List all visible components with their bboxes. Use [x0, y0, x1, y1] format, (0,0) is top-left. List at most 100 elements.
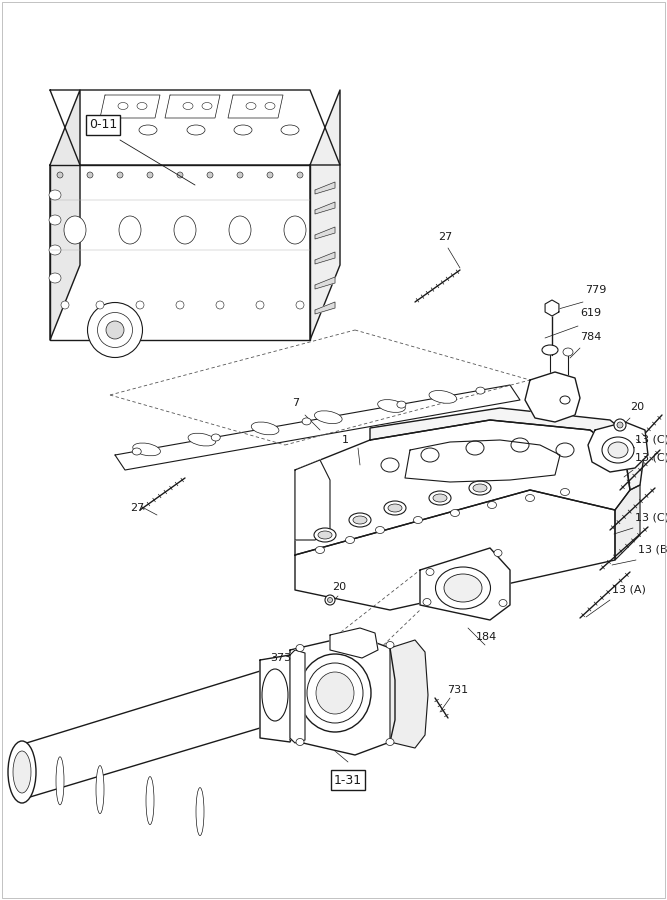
Ellipse shape	[466, 441, 484, 455]
Ellipse shape	[315, 546, 325, 554]
Ellipse shape	[414, 517, 422, 524]
Polygon shape	[615, 485, 640, 560]
Ellipse shape	[325, 595, 335, 605]
Ellipse shape	[117, 172, 123, 178]
Polygon shape	[390, 640, 428, 748]
Polygon shape	[295, 420, 630, 555]
Ellipse shape	[49, 190, 61, 200]
Polygon shape	[330, 628, 378, 658]
Text: 619: 619	[580, 308, 601, 318]
Ellipse shape	[96, 766, 104, 814]
Ellipse shape	[57, 172, 63, 178]
Ellipse shape	[267, 172, 273, 178]
Ellipse shape	[296, 739, 304, 745]
Ellipse shape	[8, 741, 36, 803]
Polygon shape	[315, 252, 335, 264]
Ellipse shape	[614, 419, 626, 431]
Ellipse shape	[296, 644, 304, 652]
Ellipse shape	[388, 504, 402, 512]
Text: 7: 7	[292, 398, 299, 408]
Ellipse shape	[560, 489, 570, 496]
Text: 13 (A): 13 (A)	[612, 585, 646, 595]
Ellipse shape	[602, 437, 634, 463]
Ellipse shape	[327, 598, 333, 602]
Ellipse shape	[499, 599, 507, 607]
Ellipse shape	[96, 301, 104, 309]
Ellipse shape	[429, 491, 451, 505]
Text: 0-11: 0-11	[89, 119, 117, 131]
Ellipse shape	[494, 550, 502, 556]
Ellipse shape	[426, 569, 434, 575]
Ellipse shape	[106, 321, 124, 339]
Polygon shape	[290, 650, 305, 743]
Ellipse shape	[174, 216, 196, 244]
Ellipse shape	[177, 172, 183, 178]
Polygon shape	[165, 95, 220, 118]
Ellipse shape	[136, 301, 144, 309]
Text: 784: 784	[580, 332, 602, 342]
Ellipse shape	[381, 458, 399, 472]
Polygon shape	[260, 655, 295, 742]
Ellipse shape	[216, 301, 224, 309]
Ellipse shape	[183, 103, 193, 110]
Ellipse shape	[146, 777, 154, 824]
Ellipse shape	[423, 598, 431, 606]
Ellipse shape	[314, 410, 342, 424]
Ellipse shape	[444, 574, 482, 602]
Ellipse shape	[64, 216, 86, 244]
Text: 13 (C): 13 (C)	[635, 453, 667, 463]
Ellipse shape	[296, 301, 304, 309]
Polygon shape	[525, 372, 580, 422]
Ellipse shape	[384, 501, 406, 515]
Text: 1: 1	[342, 435, 349, 445]
Ellipse shape	[526, 494, 534, 501]
Ellipse shape	[237, 172, 243, 178]
Ellipse shape	[314, 528, 336, 542]
Text: 184: 184	[476, 632, 498, 642]
Text: 1-31: 1-31	[334, 773, 362, 787]
Ellipse shape	[429, 391, 457, 403]
Polygon shape	[50, 165, 310, 340]
Ellipse shape	[229, 216, 251, 244]
Ellipse shape	[281, 125, 299, 135]
Ellipse shape	[469, 481, 491, 495]
Polygon shape	[315, 227, 335, 239]
Ellipse shape	[251, 422, 279, 435]
Polygon shape	[588, 422, 648, 472]
Polygon shape	[295, 490, 615, 610]
Polygon shape	[420, 548, 510, 620]
Ellipse shape	[488, 501, 496, 508]
Text: 13 (B): 13 (B)	[638, 545, 667, 555]
Text: 20: 20	[332, 582, 346, 592]
Polygon shape	[100, 95, 160, 118]
Polygon shape	[115, 385, 520, 470]
Ellipse shape	[349, 513, 371, 527]
Ellipse shape	[302, 418, 311, 425]
Ellipse shape	[378, 400, 406, 412]
Text: 373: 373	[270, 653, 291, 663]
Ellipse shape	[265, 103, 275, 110]
Ellipse shape	[87, 302, 143, 357]
Polygon shape	[290, 635, 395, 755]
Ellipse shape	[176, 301, 184, 309]
Ellipse shape	[397, 401, 406, 408]
Ellipse shape	[132, 448, 141, 455]
Ellipse shape	[49, 245, 61, 255]
Ellipse shape	[56, 757, 64, 805]
Ellipse shape	[119, 216, 141, 244]
Ellipse shape	[196, 788, 204, 835]
Ellipse shape	[147, 172, 153, 178]
Ellipse shape	[87, 172, 93, 178]
Ellipse shape	[97, 312, 133, 347]
Ellipse shape	[256, 301, 264, 309]
Ellipse shape	[94, 125, 112, 135]
Ellipse shape	[608, 442, 628, 458]
Ellipse shape	[421, 448, 439, 462]
Ellipse shape	[202, 103, 212, 110]
Ellipse shape	[473, 484, 487, 492]
Text: 779: 779	[585, 285, 606, 295]
Ellipse shape	[542, 345, 558, 355]
Ellipse shape	[316, 672, 354, 714]
Ellipse shape	[297, 172, 303, 178]
Ellipse shape	[262, 669, 288, 721]
